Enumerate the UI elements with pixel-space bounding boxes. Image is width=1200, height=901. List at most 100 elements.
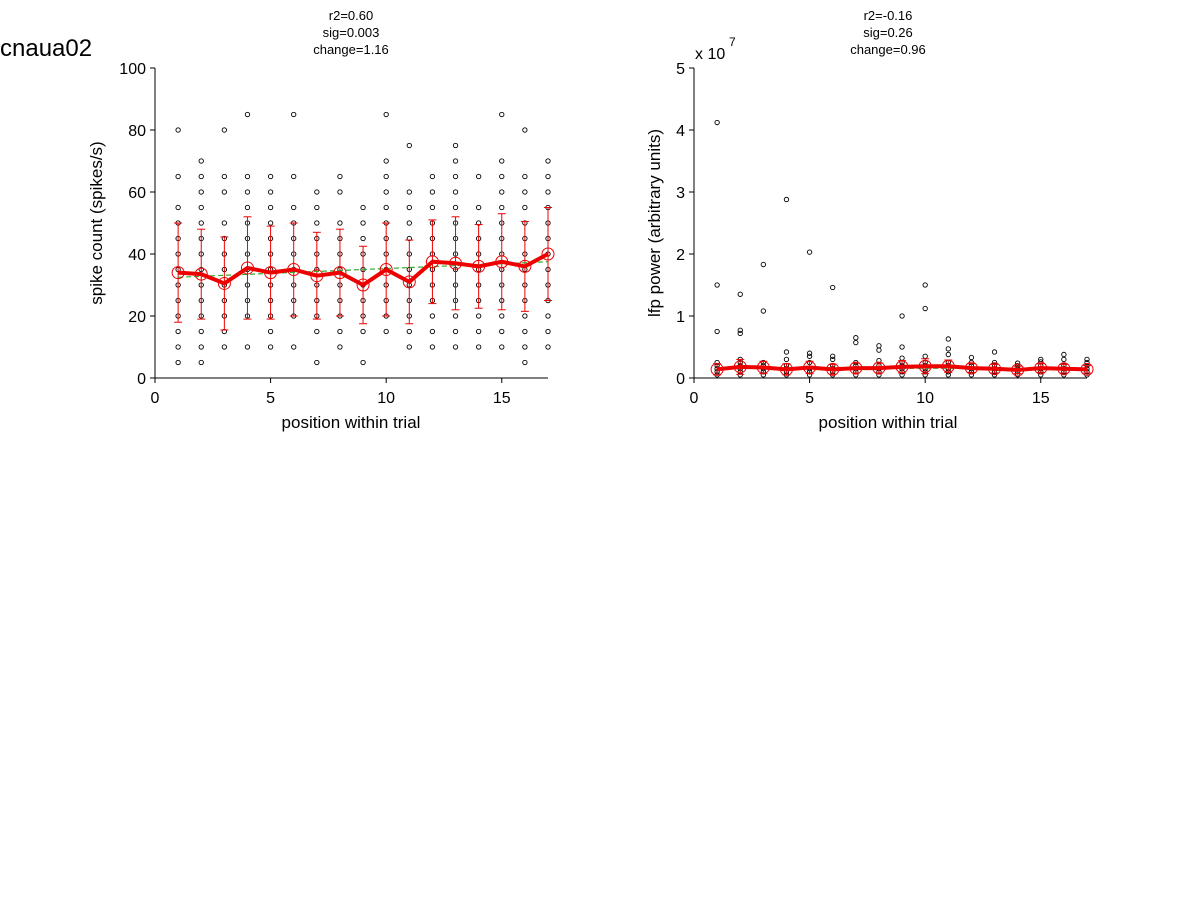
- data-point: [830, 353, 836, 359]
- data-point: [291, 344, 297, 350]
- data-point: [383, 173, 389, 180]
- data-point: [314, 359, 320, 366]
- data-point: [499, 204, 505, 211]
- mean-marker: [779, 362, 793, 376]
- data-point: [783, 356, 790, 363]
- chart-panel-spike-count: r2=0.60 sig=0.003 change=1.16 position w…: [87, 8, 555, 432]
- data-point: [452, 173, 459, 180]
- data-point: [899, 355, 905, 361]
- data-point: [360, 359, 366, 366]
- y-tick-label: 0: [137, 371, 146, 388]
- mean-line: [177, 252, 549, 287]
- y-tick-label: 3: [676, 185, 685, 202]
- data-point: [337, 189, 343, 195]
- x-tick-label: 0: [690, 390, 699, 407]
- data-point: [545, 158, 551, 164]
- mean-marker: [402, 275, 416, 289]
- data-point: [830, 356, 836, 363]
- data-point: [899, 313, 905, 319]
- data-point: [499, 344, 505, 350]
- y-tick-label: 100: [119, 61, 146, 78]
- data-point: [737, 330, 743, 337]
- data-point: [406, 142, 412, 149]
- data-point: [198, 158, 204, 164]
- data-point: [267, 328, 274, 335]
- data-point: [806, 350, 813, 356]
- data-point: [452, 189, 459, 195]
- data-point: [783, 349, 790, 355]
- data-point: [522, 328, 528, 335]
- data-point: [522, 359, 528, 366]
- data-point: [737, 291, 743, 297]
- data-point: [968, 354, 975, 361]
- data-point: [175, 328, 181, 335]
- data-point: [475, 344, 482, 350]
- data-point: [522, 189, 528, 195]
- data-point: [337, 344, 343, 350]
- figure-title: cnaua02: [0, 35, 92, 62]
- data-point: [267, 173, 274, 180]
- data-point: [360, 328, 366, 335]
- y-tick-label: 2: [676, 247, 685, 264]
- data-point: [876, 343, 882, 349]
- data-point: [406, 344, 412, 350]
- data-point: [198, 204, 204, 211]
- data-point: [545, 344, 551, 350]
- y-tick-label: 60: [128, 185, 146, 202]
- data-point: [1061, 356, 1067, 363]
- y-axis-label: spike count (spikes/s): [87, 141, 106, 304]
- mean-line: [716, 364, 1088, 372]
- mean-marker: [425, 255, 439, 269]
- data-point: [314, 204, 320, 211]
- plot-area: 0 5 10 15 0 1 2 3 4 5: [676, 61, 1094, 407]
- data-point: [360, 204, 366, 211]
- data-point: [499, 173, 505, 180]
- data-point: [945, 351, 951, 358]
- mean-marker: [333, 266, 347, 280]
- y-axis-exponent: x 10: [695, 46, 725, 63]
- mean-marker: [988, 362, 1002, 376]
- data-point: [314, 220, 320, 226]
- mean-marker: [1080, 362, 1094, 376]
- data-point: [475, 313, 482, 319]
- data-point: [522, 344, 528, 350]
- mean-marker: [849, 361, 863, 375]
- data-point: [198, 344, 204, 350]
- data-point: [175, 359, 181, 366]
- data-point: [522, 173, 528, 180]
- data-point: [221, 344, 228, 350]
- data-point: [291, 173, 297, 180]
- data-point: [198, 328, 204, 335]
- data-point: [406, 204, 412, 211]
- y-axis-label: lfp power (arbitrary units): [645, 129, 664, 317]
- data-point: [922, 305, 928, 312]
- data-point: [175, 344, 181, 350]
- data-point: [760, 308, 767, 314]
- data-point: [899, 344, 905, 350]
- data-point: [314, 328, 320, 335]
- x-tick-label: 5: [805, 390, 814, 407]
- y-tick-label: 40: [128, 247, 146, 264]
- data-point: [221, 189, 228, 195]
- data-point: [522, 204, 528, 211]
- y-tick-label: 80: [128, 123, 146, 140]
- data-point: [545, 189, 551, 195]
- x-axis-label: position within trial: [282, 413, 421, 432]
- data-point: [1084, 359, 1090, 366]
- data-point: [360, 220, 366, 226]
- data-point: [853, 340, 859, 346]
- data-point: [737, 327, 743, 333]
- data-point: [991, 349, 998, 355]
- data-point: [337, 220, 343, 226]
- stat-r2: r2=0.60: [329, 8, 373, 23]
- y-tick-label: 4: [676, 123, 685, 140]
- data-point: [244, 204, 251, 211]
- x-axis-label: position within trial: [819, 413, 958, 432]
- mean-marker: [518, 259, 532, 273]
- data-point: [545, 173, 551, 180]
- data-point: [198, 173, 204, 180]
- x-tick-label: 15: [493, 390, 511, 407]
- data-point: [945, 336, 951, 342]
- mean-marker: [310, 269, 324, 283]
- data-point: [760, 261, 767, 268]
